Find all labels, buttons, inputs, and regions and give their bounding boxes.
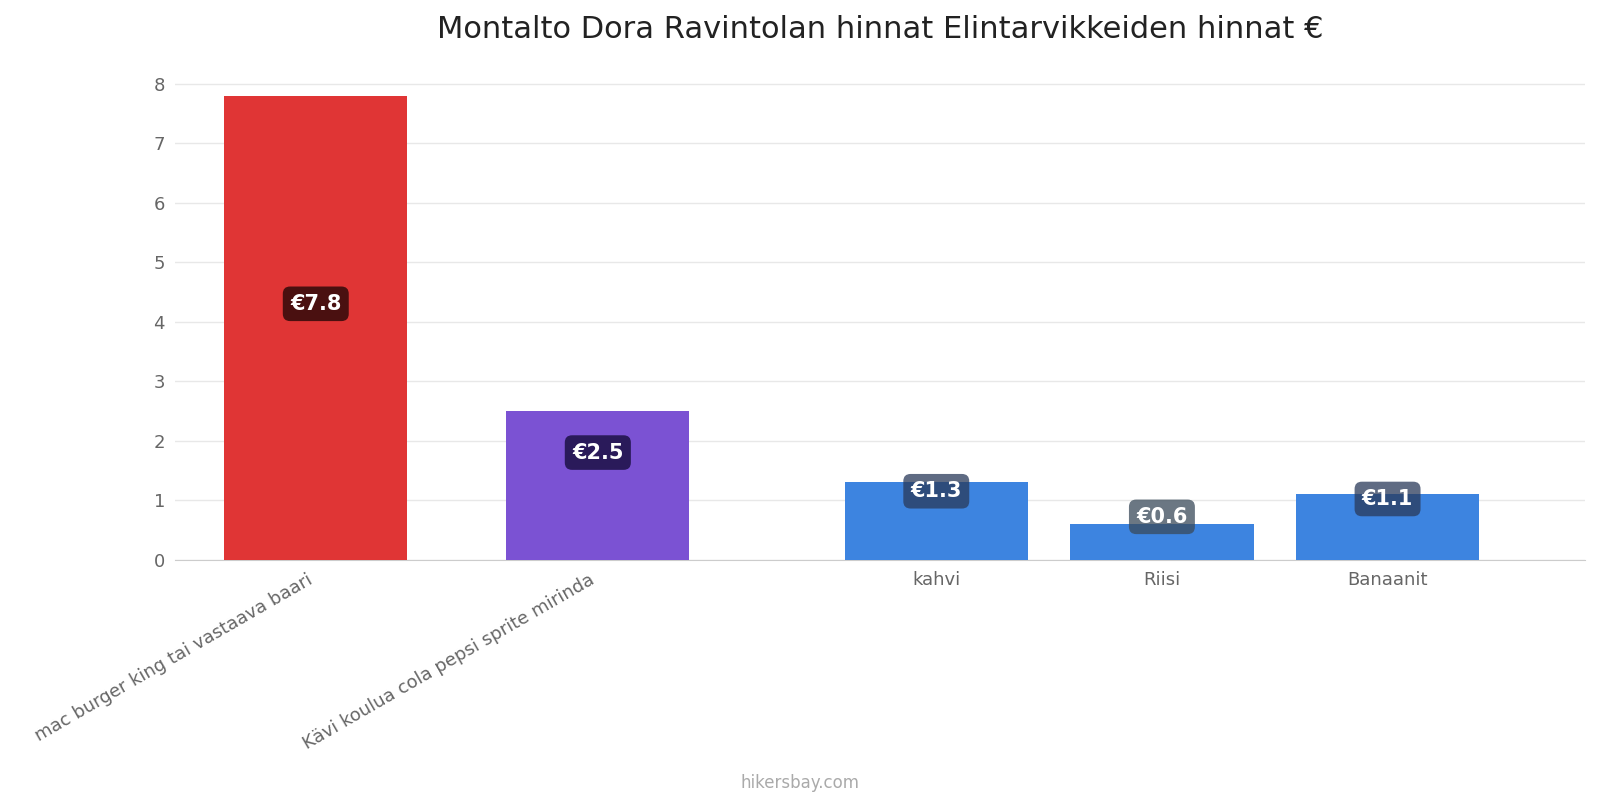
Text: €1.3: €1.3 [910,482,962,502]
Bar [1070,524,1253,560]
Text: €0.6: €0.6 [1136,507,1187,527]
Bar [224,95,408,560]
Bar [845,482,1027,560]
Text: hikersbay.com: hikersbay.com [741,774,859,792]
Text: €7.8: €7.8 [290,294,341,314]
Title: Montalto Dora Ravintolan hinnat Elintarvikkeiden hinnat €: Montalto Dora Ravintolan hinnat Elintarv… [437,15,1323,44]
Bar [506,411,690,560]
Text: €2.5: €2.5 [573,442,624,462]
Bar [1296,494,1480,560]
Text: €1.1: €1.1 [1362,489,1413,509]
